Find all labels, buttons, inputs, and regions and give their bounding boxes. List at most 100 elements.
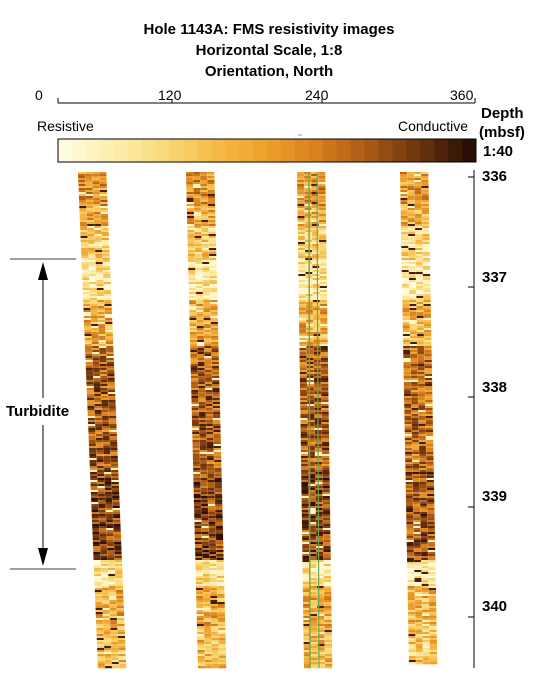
fms-pixel-row — [421, 586, 429, 589]
fms-pixel-row — [117, 626, 125, 629]
fms-pixel-row — [406, 542, 415, 545]
fms-pixel-row — [322, 520, 331, 523]
fms-pixel-row — [415, 270, 424, 273]
fms-pixel-row — [420, 520, 428, 523]
fms-pixel-row — [98, 332, 106, 335]
fms-pixel-row — [96, 628, 104, 631]
fms-pixel-row — [90, 476, 98, 479]
fms-pixel-row — [301, 518, 310, 521]
fms-pixel-row — [424, 358, 432, 361]
fms-pixel-row — [415, 274, 424, 277]
fms-pixel-row — [423, 328, 432, 331]
fms-pixel-row — [300, 400, 308, 403]
fms-pixel-row — [93, 386, 101, 389]
fms-pixel-row — [197, 366, 205, 369]
fms-pixel-row — [414, 560, 422, 563]
fms-pixel-row — [323, 590, 332, 593]
fms-pixel-row — [309, 528, 317, 531]
fms-pixel-row — [407, 184, 415, 187]
fms-pixel-row — [101, 246, 110, 249]
fms-pixel-row — [429, 630, 437, 633]
arrow-down-icon — [38, 548, 48, 566]
fms-pixel-row — [320, 360, 328, 363]
fms-pixel-row — [194, 216, 202, 219]
fms-pixel-row — [319, 308, 328, 311]
fms-pixel-row — [197, 350, 205, 353]
fms-pixel-row — [320, 336, 328, 339]
fms-pixel-row — [99, 532, 107, 535]
fms-pixel-row — [320, 358, 328, 361]
fms-pixel-row — [80, 244, 89, 247]
fms-pixel-row — [210, 318, 218, 321]
fms-pixel-row — [414, 604, 423, 607]
fms-pixel-row — [322, 488, 330, 491]
fms-pixel-row — [408, 280, 417, 283]
fms-pixel-row — [407, 206, 415, 209]
fms-pixel-row — [205, 380, 213, 383]
fms-pixel-row — [306, 366, 315, 369]
fms-pixel-row — [97, 648, 105, 651]
fms-pixel-row — [422, 626, 430, 629]
fms-pixel-row — [322, 466, 330, 469]
fms-pixel-row — [315, 472, 323, 475]
fms-pixel-row — [313, 336, 321, 339]
fms-pixel-row — [197, 666, 206, 669]
fms-pixel-row — [204, 658, 213, 661]
fms-pixel-row — [421, 600, 430, 603]
fms-pixel-row — [93, 372, 101, 375]
fms-pixel-row — [308, 480, 316, 483]
fms-pixel-row — [320, 354, 328, 357]
fms-pixel-row — [311, 210, 319, 213]
fms-pixel-row — [426, 456, 434, 459]
fms-pixel-row — [108, 408, 116, 411]
fms-pixel-row — [301, 508, 310, 511]
fms-pixel-row — [401, 266, 410, 269]
fms-pixel-row — [100, 550, 108, 553]
fms-pixel-row — [192, 450, 201, 453]
fms-pixel-row — [407, 210, 415, 213]
fms-pixel-row — [94, 592, 103, 595]
fms-pixel-row — [410, 358, 418, 361]
fms-pixel-row — [190, 346, 198, 349]
fms-pixel-row — [194, 220, 202, 223]
fms-pixel-row — [415, 610, 423, 613]
fms-pixel-row — [204, 660, 213, 663]
fms-pixel-row — [307, 406, 315, 409]
fms-pixel-row — [415, 250, 423, 253]
fms-pixel-row — [97, 312, 105, 315]
fms-pixel-row — [297, 226, 306, 229]
fms-pixel-row — [307, 446, 316, 449]
fms-pixel-row — [188, 288, 197, 291]
fms-pixel-row — [80, 234, 88, 237]
fms-pixel-row — [308, 474, 316, 477]
fms-pixel-row — [428, 592, 436, 595]
fms-pixel-row — [86, 384, 94, 387]
fms-pixel-row — [422, 624, 430, 627]
fms-pixel-row — [188, 284, 197, 287]
fms-pixel-row — [103, 620, 111, 623]
fms-pixel-row — [117, 624, 125, 627]
fms-pixel-row — [411, 434, 420, 437]
fms-pixel-row — [407, 582, 415, 585]
fms-pixel-row — [197, 664, 206, 667]
fms-pixel-row — [411, 398, 419, 401]
fms-pixel-row — [409, 318, 417, 321]
fms-pixel-row — [322, 498, 330, 501]
fms-image-pads — [78, 171, 438, 669]
fms-pixel-row — [422, 280, 431, 283]
fms-pixel-row — [211, 646, 219, 649]
fms-pixel-row — [425, 428, 433, 431]
fms-pixel-row — [427, 546, 436, 549]
fms-pixel-row — [99, 538, 108, 541]
fms-pixel-row — [406, 522, 414, 525]
fms-pixel-row — [187, 232, 195, 235]
fms-pixel-row — [103, 456, 111, 459]
fms-pixel-row — [406, 552, 415, 555]
fms-pixel-row — [115, 570, 123, 573]
fms-pixel-row — [88, 270, 97, 273]
fms-pixel-row — [95, 602, 103, 605]
fms-pixel-row — [400, 206, 408, 209]
fms-pixel-row — [117, 630, 125, 633]
fms-pixel-row — [81, 262, 89, 265]
fms-pixel-row — [408, 646, 416, 649]
